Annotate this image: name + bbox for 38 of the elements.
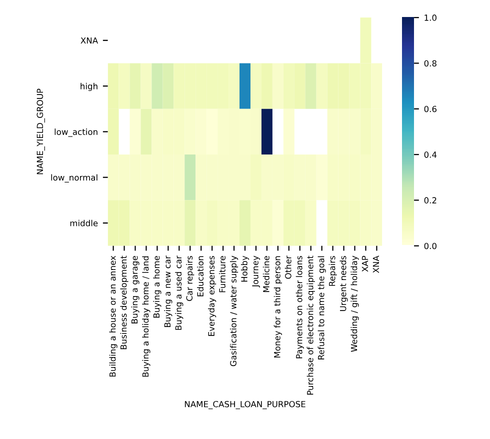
x-tick-label: Buying a new car [164,256,172,327]
x-tick-label: Car repairs [186,256,194,301]
x-tick-label: Hobby [240,256,250,282]
x-tick-label: Education [197,256,204,296]
color-bar-label: 1.0 [424,14,436,21]
x-tick-label: Buying a home [153,256,162,318]
color-bar-label: 0.8 [424,60,436,66]
x-tick-label: Buying a garage [131,256,140,324]
x-tick-label: Payments on other loans [296,256,304,358]
x-tick-label: Purchase of electronic equipment [306,256,315,395]
y-tick-label: high [80,82,98,91]
x-tick-label: XAP [362,256,368,272]
x-tick-label: Refusal to name the goal [318,256,326,360]
x-tick-label: Buying a holiday home / land [142,256,150,377]
y-tick-label: low_normal [51,174,98,182]
color-bar-label: 0.0 [424,242,436,250]
x-tick-label: Gasification / water supply [230,256,238,366]
x-tick-label: Business development [120,256,128,350]
x-tick-label: Furniture [219,256,226,292]
color-bar-label: 0.6 [424,106,436,112]
x-tick-label: Other [284,256,292,279]
y-tick-label: XNA [80,37,98,44]
color-bar-label: 0.4 [424,152,437,158]
y-tick-label: low_action [54,128,98,137]
y-axis-title: NAME_YIELD_GROUP [36,88,45,174]
x-tick-label: Wedding / gift / holiday [350,256,359,352]
x-tick-label: Buying a used car [175,256,184,330]
color-bar-label: 0.2 [424,197,436,204]
x-tick-label: Urgent needs [340,256,348,311]
x-tick-label: Everyday expenses [208,256,216,336]
x-tick-label: Building a house or an annex [109,256,118,377]
x-tick-label: XNA [372,256,380,273]
x-tick-label: Journey [252,256,260,288]
x-tick-label: Repairs [328,256,337,286]
x-tick-label: Money for a third person [274,256,282,358]
x-tick-label: Medicine [262,256,270,292]
y-tick-label: middle [70,220,98,226]
x-axis-title: NAME_CASH_LOAN_PURPOSE [184,400,306,410]
